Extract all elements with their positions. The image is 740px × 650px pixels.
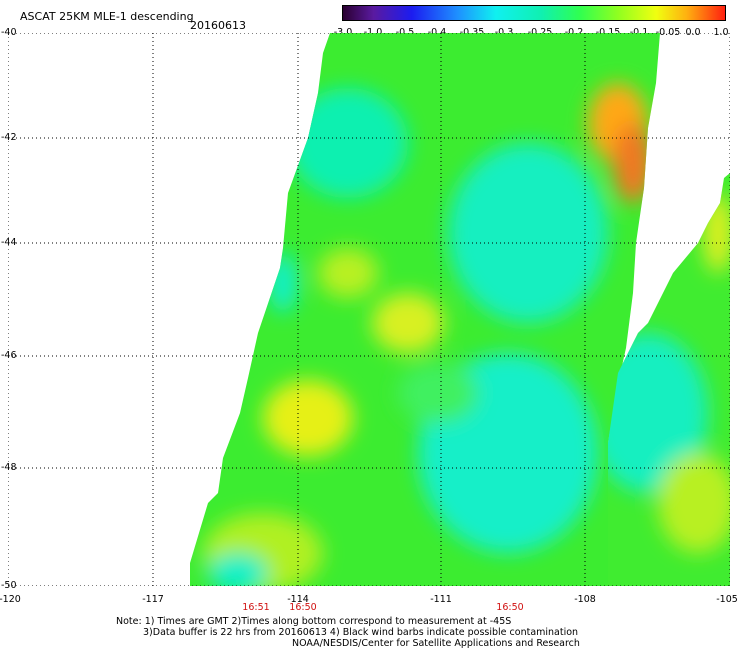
- lon-label: -108: [574, 594, 596, 605]
- grid-lines: [8, 33, 730, 586]
- lat-label: -42: [1, 132, 17, 143]
- lon-label: -114: [287, 594, 309, 605]
- lat-label: -44: [1, 237, 17, 248]
- map-date: 20160613: [190, 19, 246, 32]
- note-line-3: NOAA/NESDIS/Center for Satellite Applica…: [292, 638, 580, 649]
- colorbar-label: -0.1: [629, 27, 649, 38]
- note-line-1: Note: 1) Times are GMT 2)Times along bot…: [116, 616, 512, 627]
- lat-label: -40: [1, 27, 17, 38]
- time-label: 16:51: [242, 602, 270, 613]
- lon-label: -105: [716, 594, 738, 605]
- lat-label: -48: [1, 462, 17, 473]
- colorbar-label: -0.2: [564, 27, 584, 38]
- lat-label: -50: [1, 580, 17, 591]
- lon-label: -117: [142, 594, 164, 605]
- time-label: 16:50: [496, 602, 524, 613]
- lon-label: -120: [0, 594, 21, 605]
- time-label: 16:50: [289, 602, 317, 613]
- note-line-2: 3)Data buffer is 22 hrs from 20160613 4)…: [143, 627, 579, 638]
- map-title: ASCAT 25KM MLE-1 descending: [20, 10, 194, 23]
- lon-label: -111: [430, 594, 452, 605]
- swath-map: [8, 33, 730, 586]
- colorbar-label: -3.0: [333, 27, 353, 38]
- lat-label: -46: [1, 350, 17, 361]
- color-scale-bar: [342, 5, 726, 21]
